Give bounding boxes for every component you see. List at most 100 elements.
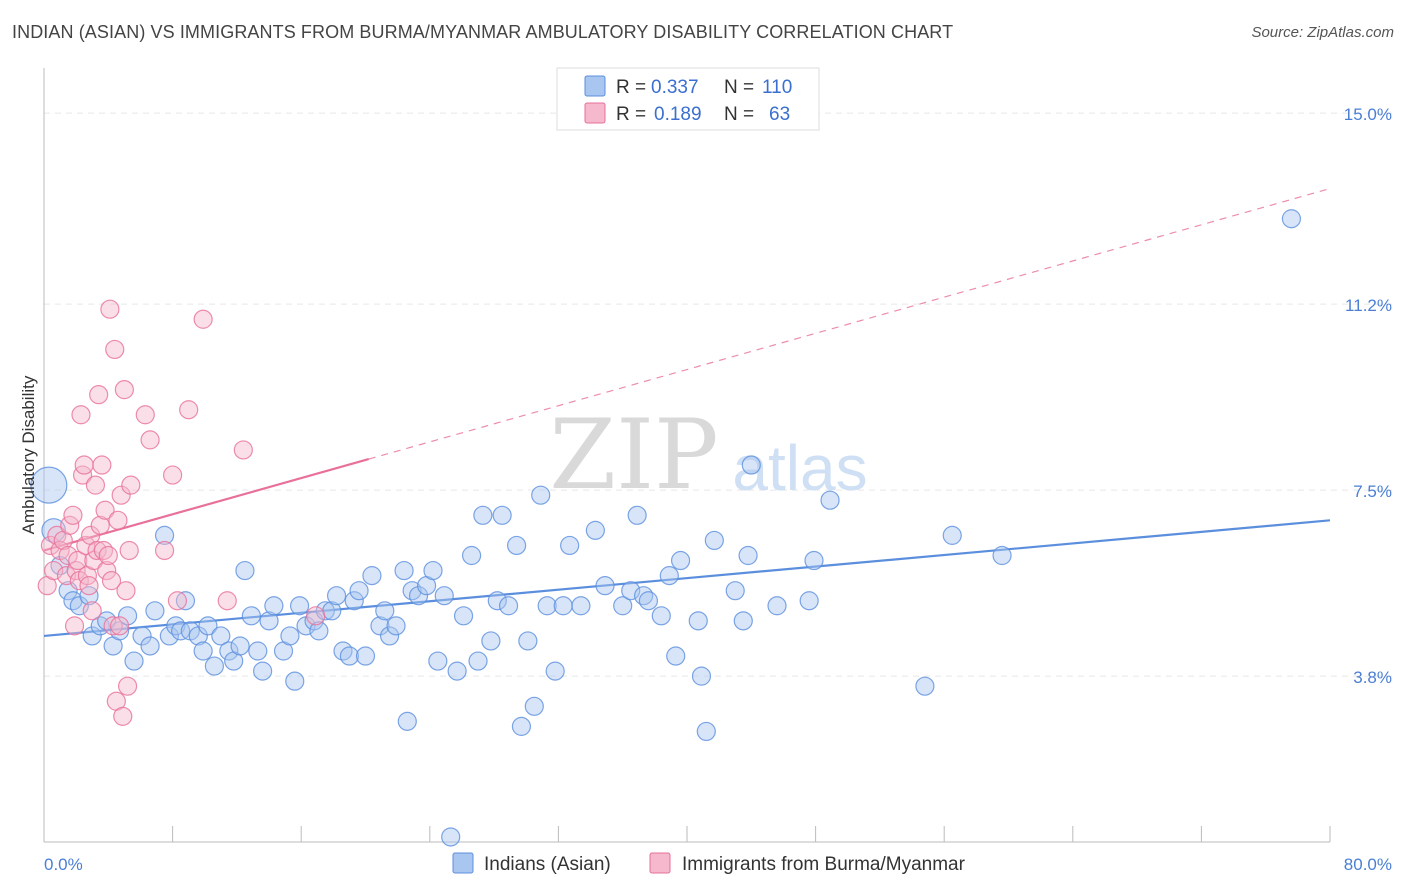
burma-point (40, 535, 61, 556)
indians-point (198, 616, 218, 636)
indians-point (253, 661, 273, 681)
indians-point (560, 535, 580, 556)
indians-point (289, 596, 310, 616)
source-label: Source: ZipAtlas.com (1251, 24, 1394, 41)
trend-line-burma (43, 458, 370, 552)
burma-point (109, 616, 130, 636)
burma-point (72, 465, 93, 485)
indians-point (408, 586, 429, 606)
indians-point (339, 646, 360, 666)
indians-point (585, 520, 605, 540)
indians-point (211, 626, 231, 646)
indians-point (804, 550, 824, 571)
legend-r-label-1: R = (616, 77, 646, 98)
burma-point (56, 566, 77, 586)
indians-point (942, 525, 962, 545)
indians-point (434, 586, 454, 606)
bottom-legend-label-burma: Immigrants from Burma/Myanmar (682, 854, 966, 875)
indians-point (688, 611, 708, 631)
indians-point (386, 616, 406, 636)
trend-lines (43, 188, 1331, 638)
indians-point (481, 631, 501, 651)
indians-point (428, 651, 448, 671)
indians-point (204, 656, 224, 676)
indians-point (349, 581, 369, 601)
indians-point (355, 646, 376, 666)
burma-point (76, 535, 96, 556)
y-tick-label: 7.5% (1353, 482, 1392, 501)
burma-point (44, 560, 64, 581)
indians-point (370, 616, 390, 636)
indians-point (175, 591, 196, 611)
indians-point (326, 586, 347, 606)
burma-point (119, 540, 139, 561)
indians-point (241, 606, 261, 626)
indians-point (69, 596, 89, 616)
indians-point (79, 586, 99, 606)
indians-point (666, 646, 686, 666)
x-tick-labels: 0.0% 80.0% (44, 855, 1392, 874)
indians-point (704, 530, 724, 551)
y-tick-label: 11.2% (1345, 296, 1392, 315)
bottom-legend-swatch-blue (452, 852, 474, 874)
indians-point (235, 560, 255, 581)
burma-point (97, 560, 117, 581)
burma-point (79, 576, 99, 596)
legend-swatch-pink (584, 102, 606, 124)
indians-point (545, 661, 565, 681)
watermark: ZIP atlas (549, 399, 867, 511)
indians-point (362, 566, 382, 586)
indians-point (518, 631, 538, 651)
indians-point (171, 621, 191, 641)
burma-point (116, 581, 136, 601)
indians-point (461, 545, 482, 566)
indians-point (524, 696, 544, 716)
x-tick-label-max: 80.0% (1344, 855, 1392, 874)
indians-point (651, 606, 671, 626)
indians-point (468, 651, 488, 671)
indians-point (507, 535, 527, 556)
indians-point (124, 651, 144, 671)
burma-point (100, 299, 120, 319)
indians-point (487, 591, 507, 611)
burma-point (92, 455, 112, 475)
legend-n-value-1: 110 (762, 77, 792, 98)
indians-point (154, 525, 175, 545)
indians-point (259, 611, 279, 631)
indians-point (820, 490, 840, 510)
burma-point (135, 405, 155, 425)
indians-point (511, 716, 532, 736)
burma-point (90, 515, 110, 535)
indians-point (82, 626, 102, 646)
legend-swatch-blue (584, 75, 606, 97)
burma-point (58, 545, 78, 566)
indians-point (109, 621, 130, 641)
indians-point (621, 581, 641, 601)
burma-point (82, 601, 102, 621)
indians-point (188, 626, 208, 646)
burma-point (114, 380, 134, 400)
legend-n-value-2: 63 (769, 104, 790, 125)
indians-point (725, 581, 745, 601)
burma-point (98, 545, 118, 566)
indians-point (537, 596, 557, 616)
legend-r-value-2: 0.189 (654, 104, 702, 125)
indians-point (627, 505, 647, 525)
indians-point (117, 606, 138, 626)
legend-n-label-2: N = (724, 104, 754, 125)
indians-point (738, 545, 758, 566)
indians-point (248, 641, 268, 661)
burma-point (193, 309, 213, 329)
indians-point (309, 621, 329, 641)
indians-point (264, 596, 284, 616)
burma-point (108, 510, 128, 530)
bottom-legend-swatch-pink (649, 852, 671, 874)
indians-point (659, 566, 679, 586)
indians-point (498, 596, 519, 616)
burma-point (154, 540, 175, 561)
legend-r-value-1: 0.337 (651, 77, 699, 98)
grid-lines (44, 112, 1392, 677)
indians-point (670, 550, 691, 571)
indians-point (447, 661, 467, 681)
